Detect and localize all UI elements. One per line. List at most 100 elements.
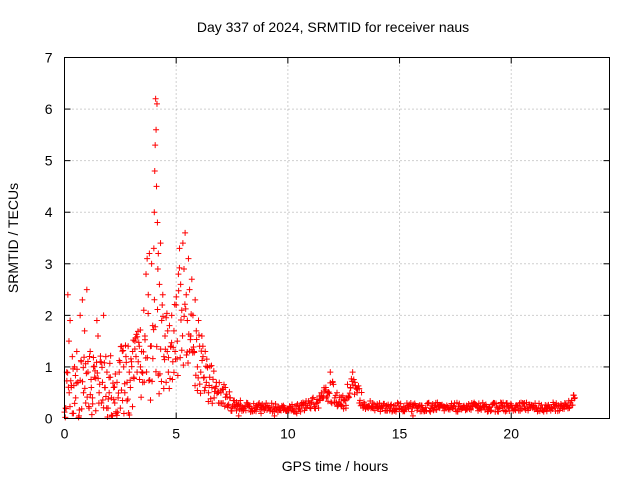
x-tick-label: 15 — [392, 426, 408, 442]
data-point — [148, 260, 155, 267]
data-point — [340, 397, 347, 404]
data-point — [99, 364, 106, 371]
data-point — [96, 389, 103, 396]
data-point — [154, 265, 161, 272]
data-point — [493, 400, 500, 407]
data-point — [105, 396, 112, 403]
data-point — [141, 332, 148, 339]
data-point — [196, 343, 203, 350]
data-point — [476, 405, 483, 412]
data-point — [481, 402, 488, 409]
data-point — [338, 402, 345, 409]
data-point — [244, 400, 251, 407]
y-tick-label: 7 — [45, 50, 53, 66]
data-point — [422, 404, 429, 411]
data-point — [84, 394, 91, 401]
data-point — [220, 381, 227, 388]
data-point — [423, 407, 430, 414]
data-point — [89, 400, 96, 407]
data-point — [62, 414, 69, 421]
data-point — [106, 389, 113, 396]
data-point — [93, 317, 100, 324]
data-point — [147, 343, 154, 350]
data-point — [408, 408, 415, 415]
data-point — [321, 388, 328, 395]
data-point — [91, 363, 98, 370]
data-point — [88, 411, 95, 418]
data-point — [207, 395, 214, 402]
data-point — [262, 405, 269, 412]
data-point — [173, 293, 180, 300]
data-point — [322, 384, 329, 391]
data-point — [307, 400, 314, 407]
data-point — [176, 245, 183, 252]
data-point — [139, 379, 146, 386]
data-point — [392, 402, 399, 409]
data-point — [539, 405, 546, 412]
data-point — [441, 407, 448, 414]
data-point — [208, 362, 215, 369]
data-point — [302, 405, 309, 412]
data-point — [87, 348, 94, 355]
data-point — [334, 389, 340, 396]
data-point — [436, 405, 443, 412]
data-point — [195, 332, 202, 339]
data-point — [387, 405, 394, 412]
data-point — [147, 397, 154, 404]
x-tick-label: 20 — [503, 426, 519, 442]
data-point — [297, 408, 304, 415]
data-point — [185, 255, 192, 262]
y-tick-label: 6 — [45, 101, 53, 117]
data-point — [149, 355, 156, 362]
data-point — [100, 312, 107, 319]
data-point — [71, 363, 78, 370]
data-point — [80, 364, 87, 371]
axis-ticks — [64, 57, 610, 419]
data-point — [199, 357, 206, 364]
data-point — [170, 369, 177, 376]
data-point — [258, 410, 265, 417]
x-tick-label: 0 — [61, 426, 69, 442]
data-point — [383, 407, 390, 414]
data-point — [347, 384, 354, 391]
data-point — [89, 394, 96, 401]
x-tick-label: 10 — [280, 426, 296, 442]
data-point — [197, 369, 204, 376]
data-point — [162, 332, 169, 339]
data-point — [163, 314, 170, 321]
data-point — [177, 316, 184, 323]
data-point — [346, 394, 353, 401]
data-point — [378, 402, 385, 409]
data-point — [268, 400, 275, 407]
data-point — [97, 353, 104, 360]
data-point — [414, 405, 421, 412]
data-point — [157, 240, 164, 247]
data-point — [316, 397, 323, 404]
data-point — [136, 376, 143, 383]
data-point — [503, 407, 510, 414]
data-point — [185, 359, 192, 366]
data-point — [195, 317, 202, 324]
data-point — [153, 343, 160, 350]
data-point — [73, 348, 80, 355]
data-point — [167, 343, 174, 350]
data-point — [332, 392, 339, 399]
data-point — [80, 389, 87, 396]
data-point — [132, 353, 139, 360]
data-point — [101, 359, 108, 366]
data-point — [119, 397, 126, 404]
data-point — [166, 322, 173, 329]
data-point — [143, 368, 150, 375]
data-point — [235, 412, 242, 419]
data-point — [175, 287, 182, 294]
plot-frame — [64, 57, 610, 419]
data-point — [111, 400, 118, 407]
data-point — [98, 400, 105, 407]
data-point — [129, 348, 136, 355]
data-point — [217, 389, 224, 396]
data-point — [94, 369, 101, 376]
data-point — [182, 229, 189, 236]
data-point — [76, 412, 83, 419]
data-point — [152, 142, 159, 149]
data-point — [485, 405, 492, 412]
